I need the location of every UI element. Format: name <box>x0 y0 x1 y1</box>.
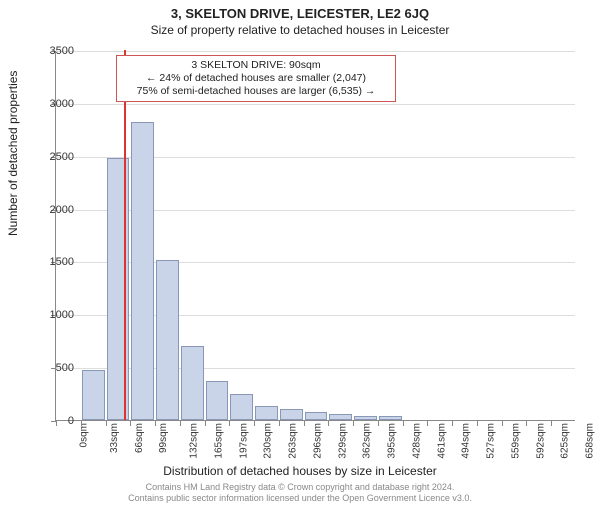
histogram-bar <box>206 381 229 420</box>
histogram-bar <box>82 370 105 420</box>
x-tick <box>353 421 354 426</box>
histogram-bar <box>230 394 253 420</box>
histogram-bar <box>329 414 352 420</box>
page-subtitle: Size of property relative to detached ho… <box>0 23 600 37</box>
annotation-line: 75% of semi-detached houses are larger (… <box>123 85 389 98</box>
footer-line-1: Contains HM Land Registry data © Crown c… <box>0 482 600 493</box>
x-tick <box>205 421 206 426</box>
y-tick-label: 0 <box>34 415 74 427</box>
x-tick-label: 263sqm <box>288 423 299 459</box>
y-axis-label: Number of detached properties <box>6 71 20 236</box>
x-tick <box>229 421 230 426</box>
x-tick <box>551 421 552 426</box>
y-tick-label: 2500 <box>34 151 74 163</box>
annotation-box: 3 SKELTON DRIVE: 90sqm← 24% of detached … <box>116 55 396 102</box>
y-tick-label: 2000 <box>34 204 74 216</box>
footer: Contains HM Land Registry data © Crown c… <box>0 482 600 504</box>
histogram-bar <box>379 416 402 420</box>
page-title: 3, SKELTON DRIVE, LEICESTER, LE2 6JQ <box>0 6 600 21</box>
x-tick-label: 33sqm <box>109 423 120 453</box>
plot: 0sqm33sqm66sqm99sqm132sqm165sqm197sqm230… <box>55 51 575 421</box>
x-tick-label: 99sqm <box>158 423 169 453</box>
x-tick <box>279 421 280 426</box>
x-tick-label: 296sqm <box>312 423 323 459</box>
x-tick <box>254 421 255 426</box>
x-tick-label: 592sqm <box>535 423 546 459</box>
x-tick <box>452 421 453 426</box>
histogram-bar <box>280 409 303 420</box>
y-tick-label: 3500 <box>34 45 74 57</box>
y-tick-label: 3000 <box>34 98 74 110</box>
histogram-bar <box>255 406 278 420</box>
x-tick-label: 658sqm <box>585 423 596 459</box>
x-tick-label: 625sqm <box>560 423 571 459</box>
x-tick-label: 461sqm <box>436 423 447 459</box>
x-tick-label: 230sqm <box>263 423 274 459</box>
x-tick <box>403 421 404 426</box>
x-tick <box>106 421 107 426</box>
x-tick-label: 165sqm <box>213 423 224 459</box>
x-tick-label: 132sqm <box>189 423 200 459</box>
x-tick-label: 66sqm <box>134 423 145 453</box>
x-tick <box>130 421 131 426</box>
x-tick <box>427 421 428 426</box>
x-tick <box>328 421 329 426</box>
footer-line-2: Contains public sector information licen… <box>0 493 600 504</box>
marker-line <box>124 50 126 420</box>
x-tick <box>502 421 503 426</box>
x-tick <box>155 421 156 426</box>
y-tick-label: 500 <box>34 362 74 374</box>
x-tick <box>180 421 181 426</box>
x-tick-label: 494sqm <box>461 423 472 459</box>
x-tick-label: 428sqm <box>411 423 422 459</box>
annotation-line: 3 SKELTON DRIVE: 90sqm <box>123 59 389 72</box>
gridline <box>56 104 575 105</box>
x-tick-label: 197sqm <box>238 423 249 459</box>
chart-area: 0sqm33sqm66sqm99sqm132sqm165sqm197sqm230… <box>55 51 575 421</box>
histogram-bar <box>354 416 377 420</box>
histogram-bar <box>156 260 179 420</box>
x-tick-label: 0sqm <box>78 423 89 447</box>
annotation-line: ← 24% of detached houses are smaller (2,… <box>123 72 389 85</box>
x-tick <box>378 421 379 426</box>
x-tick-label: 559sqm <box>511 423 522 459</box>
x-tick <box>304 421 305 426</box>
x-tick-label: 329sqm <box>337 423 348 459</box>
x-axis-label: Distribution of detached houses by size … <box>0 464 600 478</box>
x-tick <box>477 421 478 426</box>
x-tick-label: 527sqm <box>486 423 497 459</box>
x-tick <box>81 421 82 426</box>
x-tick-label: 362sqm <box>362 423 373 459</box>
y-tick-label: 1000 <box>34 309 74 321</box>
x-tick <box>526 421 527 426</box>
histogram-bar <box>131 122 154 420</box>
histogram-bar <box>305 412 328 420</box>
histogram-bar <box>181 346 204 420</box>
x-tick-label: 395sqm <box>387 423 398 459</box>
gridline <box>56 51 575 52</box>
histogram-bar <box>107 158 130 420</box>
y-tick-label: 1500 <box>34 256 74 268</box>
